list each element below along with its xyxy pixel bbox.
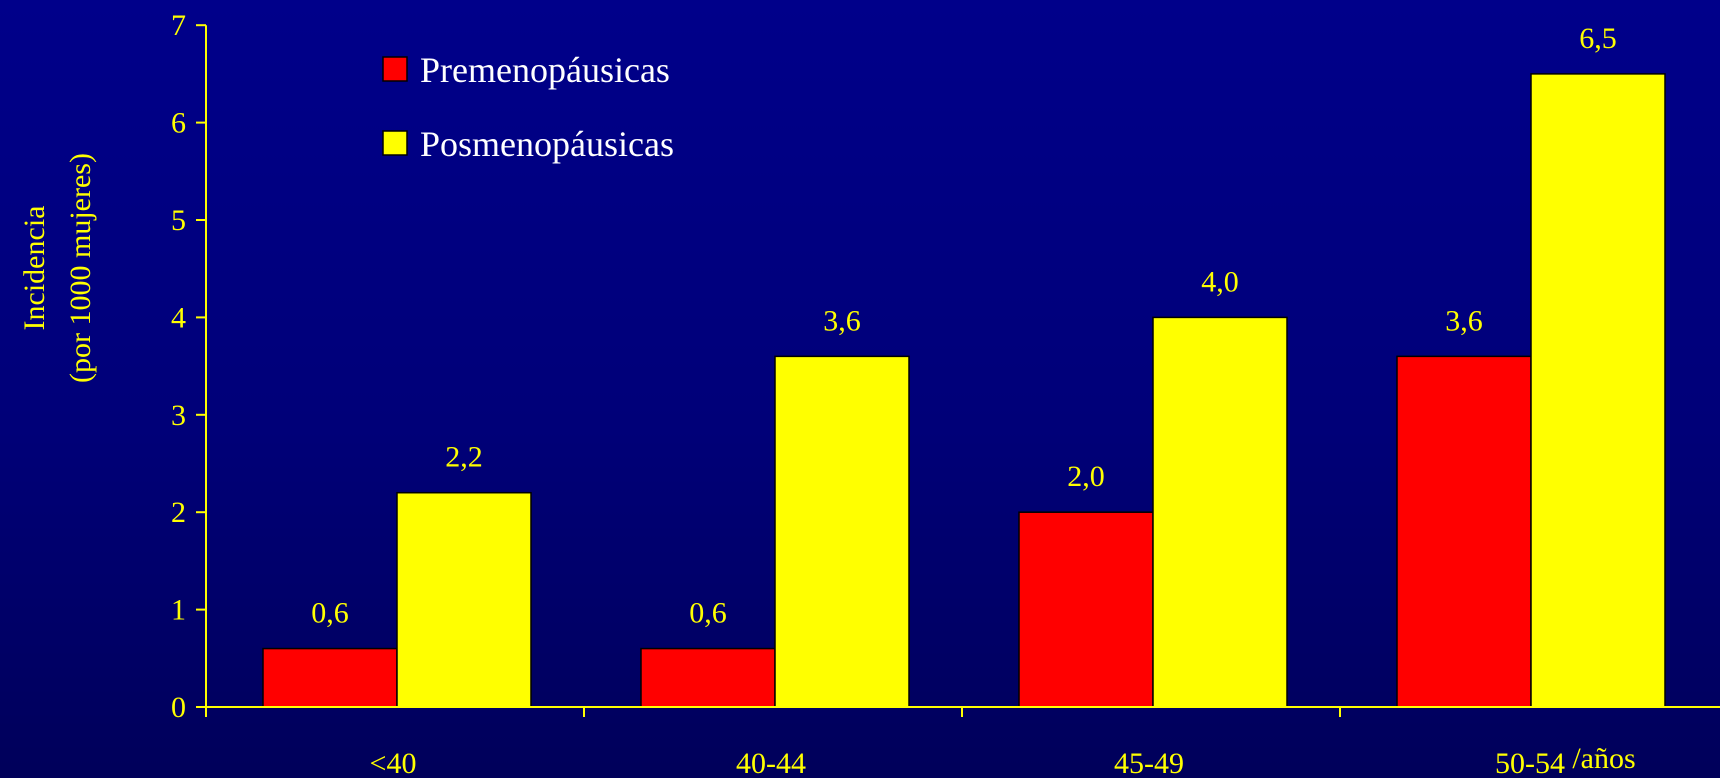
x-category-label-2: 45-49 [1114,747,1184,778]
x-category-label-1: 40-44 [736,747,806,778]
y-tick-label-5: 5 [171,204,186,237]
data-label-pre-0: 0,6 [311,597,349,630]
data-label-post-2: 4,0 [1201,265,1239,298]
x-category-label-3: 50-54 [1495,747,1565,778]
x-category-label-0: <40 [370,747,417,778]
legend-swatch-1 [382,130,408,156]
legend: Premenopáusicas Posmenopáusicas [382,50,674,164]
bars-group: 0,6 0,6 2,0 3,6 2,2 3,6 4,0 6,5 [262,22,1666,708]
y-axis-label-line1: Incidencia [18,206,51,331]
legend-label-1: Posmenopáusicas [420,124,674,164]
y-tick-label-3: 3 [171,399,186,432]
x-axis-label: /años [1572,742,1635,775]
data-label-pre-3: 3,6 [1445,304,1483,337]
y-tick-label-1: 1 [171,594,186,627]
legend-label-0: Premenopáusicas [420,50,670,90]
y-tick-label-2: 2 [171,496,186,529]
legend-swatch-0 [382,56,408,82]
data-label-post-1: 3,6 [823,304,861,337]
y-axis-label: Incidencia (por 1000 mujeres) [18,153,97,383]
y-tick-label-4: 4 [171,301,186,334]
y-tick-label-7: 7 [171,9,186,42]
data-label-pre-1: 0,6 [689,597,727,630]
data-label-post-0: 2,2 [445,441,483,474]
bar-pre-3 [1396,355,1532,708]
bar-post-1 [774,355,910,708]
axes-group: 0 1 2 3 4 5 6 7 <40 40-44 45-49 50-54 [171,9,1720,778]
y-tick-label-0: 0 [171,691,186,724]
bar-post-2 [1152,316,1288,708]
data-label-pre-2: 2,0 [1067,460,1105,493]
y-tick-label-6: 6 [171,107,186,140]
bar-pre-1 [640,647,776,708]
data-label-post-3: 6,5 [1579,22,1617,55]
bar-pre-2 [1018,511,1154,708]
bar-pre-0 [262,647,398,708]
bar-post-3 [1530,73,1666,708]
bar-post-0 [396,491,532,708]
y-axis-label-line2: (por 1000 mujeres) [64,153,97,383]
